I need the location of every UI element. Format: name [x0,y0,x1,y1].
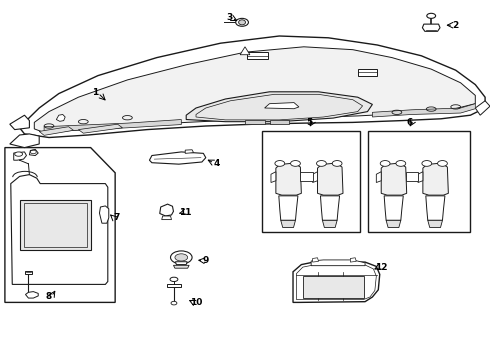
Ellipse shape [15,152,23,156]
Polygon shape [185,150,194,153]
Ellipse shape [171,301,177,305]
Polygon shape [39,127,74,135]
Polygon shape [428,220,442,228]
Ellipse shape [170,277,178,282]
Ellipse shape [332,161,342,166]
Text: 9: 9 [202,256,209,265]
Polygon shape [240,47,250,55]
Ellipse shape [438,161,447,166]
Polygon shape [406,172,418,181]
Text: 10: 10 [190,298,202,307]
Polygon shape [175,262,187,265]
Polygon shape [426,196,445,220]
Text: 11: 11 [179,208,192,217]
Polygon shape [78,124,122,133]
Polygon shape [10,134,39,148]
Ellipse shape [275,161,285,166]
Text: 3: 3 [226,13,232,22]
Ellipse shape [427,13,436,18]
Polygon shape [10,115,29,130]
Polygon shape [56,114,65,121]
Polygon shape [160,204,173,216]
Polygon shape [311,260,365,266]
Bar [245,120,265,124]
Polygon shape [5,148,115,302]
Polygon shape [293,262,380,302]
Polygon shape [162,216,172,220]
Polygon shape [422,24,440,31]
Polygon shape [265,103,299,109]
Ellipse shape [422,161,432,166]
Polygon shape [44,120,181,132]
Bar [270,120,289,124]
Polygon shape [99,206,109,223]
Polygon shape [271,172,276,183]
Polygon shape [313,258,318,262]
Ellipse shape [317,161,326,166]
Bar [262,131,360,232]
Polygon shape [20,36,485,138]
Text: 7: 7 [113,213,120,222]
Polygon shape [376,172,381,183]
Polygon shape [386,220,401,228]
Ellipse shape [291,161,300,166]
Polygon shape [475,101,490,115]
Text: 8: 8 [46,292,52,301]
Polygon shape [11,175,108,284]
Polygon shape [384,196,403,220]
Polygon shape [34,47,475,132]
Polygon shape [173,265,189,268]
Polygon shape [25,292,38,298]
Text: 5: 5 [307,118,313,127]
Text: 12: 12 [375,263,388,271]
Text: 2: 2 [453,21,459,30]
Text: 6: 6 [407,118,413,127]
Ellipse shape [380,161,390,166]
Polygon shape [14,152,26,160]
Polygon shape [320,196,340,220]
Polygon shape [149,152,206,164]
Text: 1: 1 [93,88,98,97]
Polygon shape [423,163,448,195]
Polygon shape [418,172,423,183]
Bar [303,276,364,298]
Polygon shape [318,163,343,195]
Ellipse shape [236,18,248,26]
Bar [368,131,470,232]
Polygon shape [29,149,38,156]
Polygon shape [322,220,337,228]
Bar [20,200,91,250]
Polygon shape [276,163,301,195]
Bar [358,69,377,76]
Polygon shape [381,163,407,195]
Ellipse shape [396,161,406,166]
Polygon shape [300,172,313,181]
Polygon shape [350,258,356,262]
Bar [24,203,87,247]
Polygon shape [313,172,318,183]
Ellipse shape [171,251,192,264]
Ellipse shape [239,20,245,25]
Polygon shape [279,196,298,220]
Polygon shape [372,104,475,117]
Polygon shape [281,220,295,228]
Polygon shape [186,92,372,122]
Polygon shape [24,271,32,274]
Text: 4: 4 [213,158,220,167]
Polygon shape [167,284,181,287]
Ellipse shape [175,254,188,261]
Bar [247,52,268,59]
